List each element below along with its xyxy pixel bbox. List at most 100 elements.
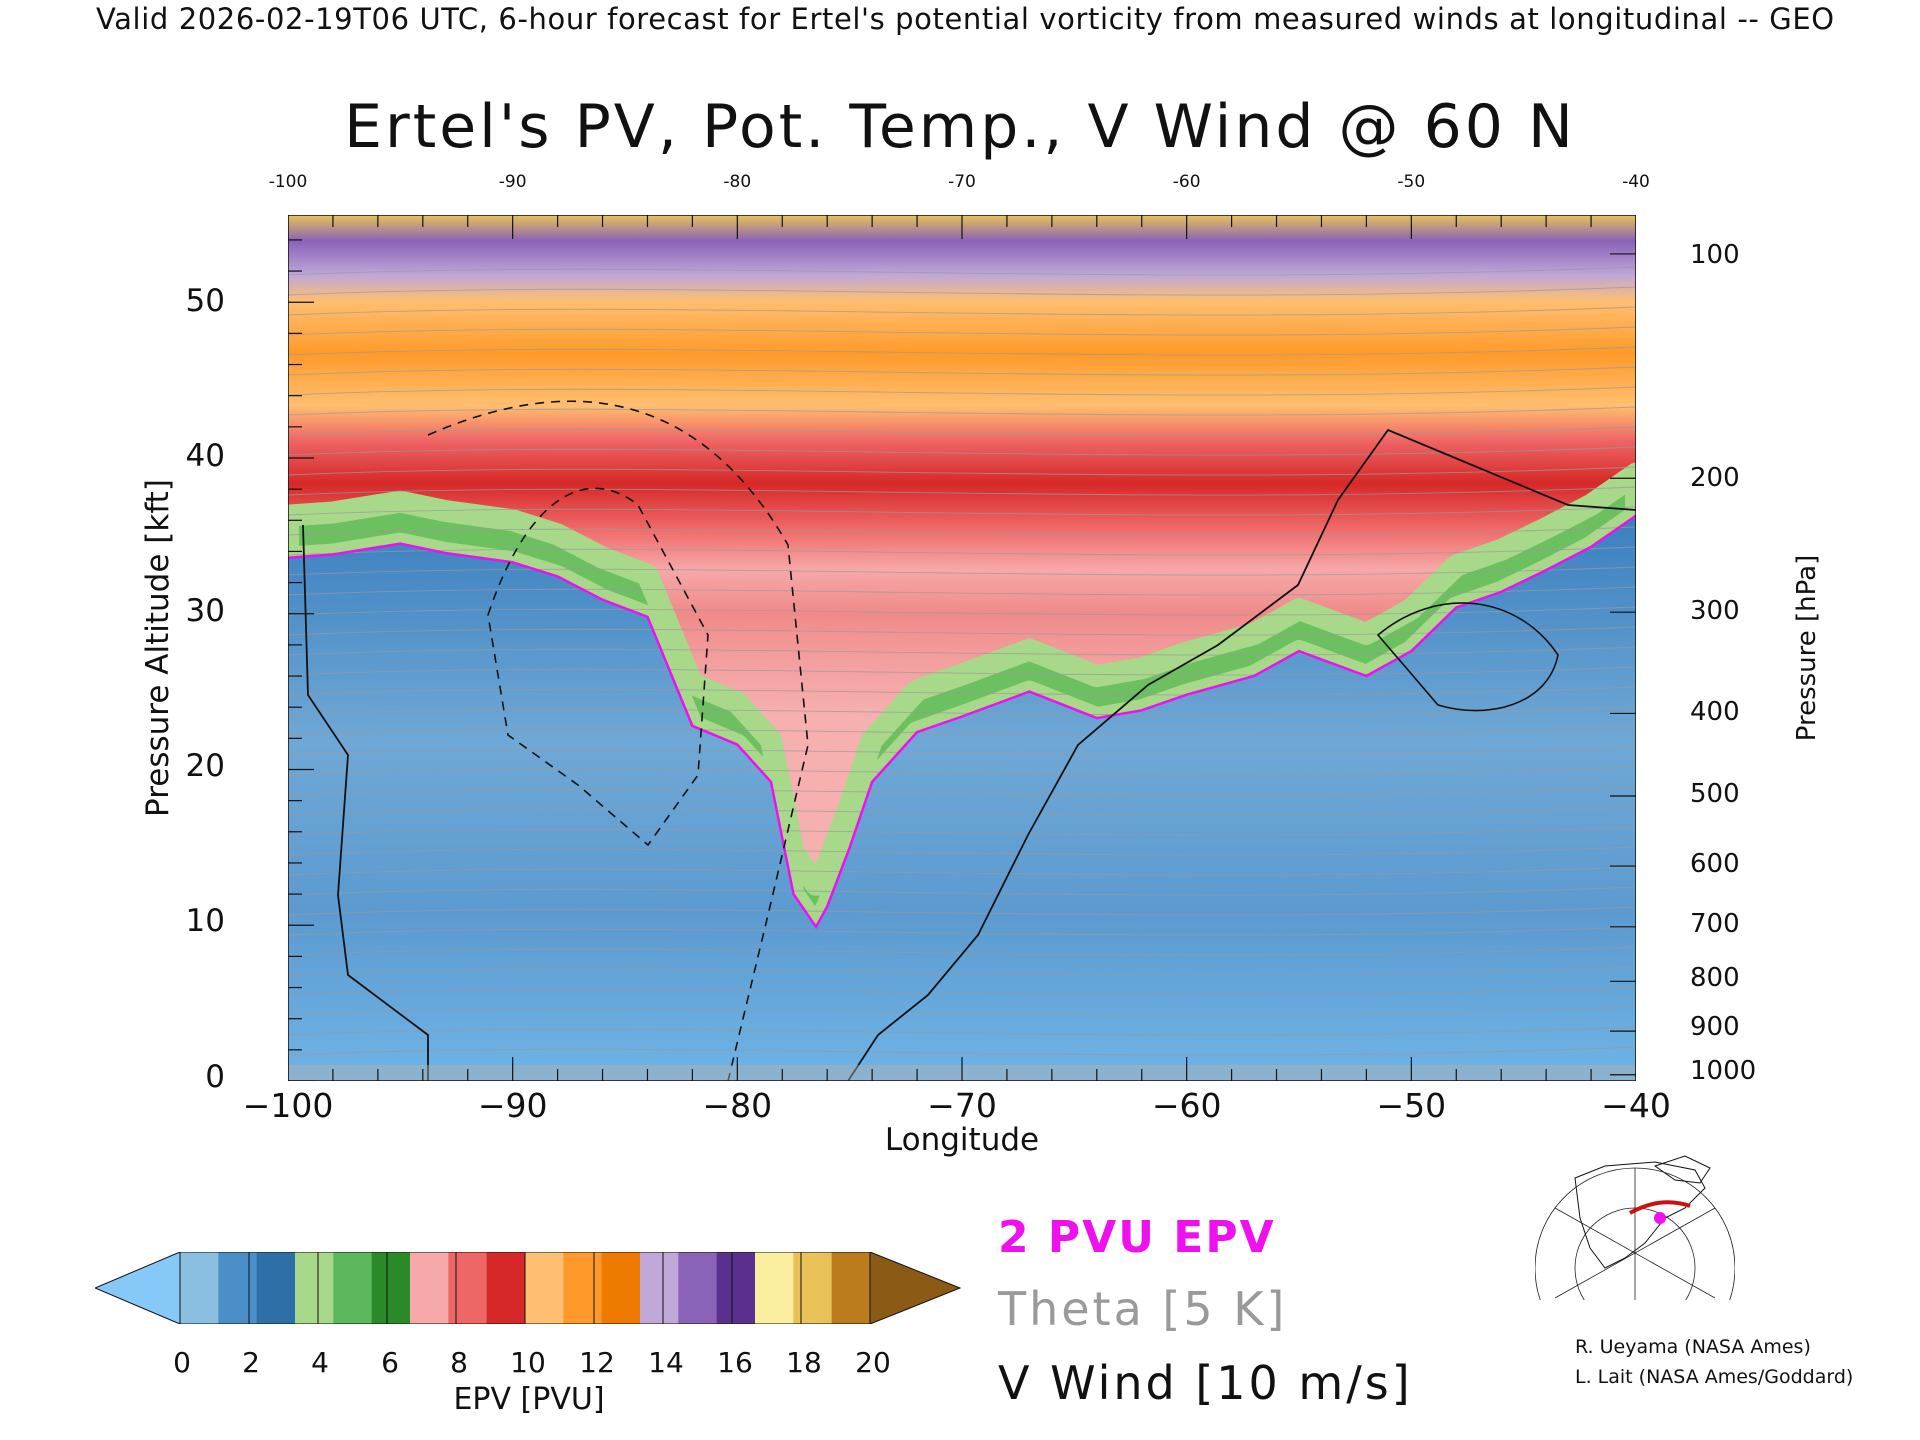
top-tick-label: -100: [268, 172, 308, 192]
theta-line: [288, 786, 1636, 796]
theta-line: [288, 426, 1636, 436]
theta-line: [288, 826, 1636, 836]
header-banner: Valid 2026-02-19T06 UTC, 6-hour forecast…: [96, 2, 1835, 36]
pressure-tick-label: 500: [1690, 779, 1740, 809]
theta-contours: [288, 266, 1636, 1056]
vwind-positive-contour: [1376, 602, 1559, 712]
theta-line: [288, 566, 1636, 576]
pressure-tick-label: 100: [1690, 240, 1740, 270]
pressure-tick-label: 900: [1690, 1012, 1740, 1042]
theta-line: [288, 546, 1636, 556]
theta-line: [288, 686, 1636, 696]
legend-vwind-entry: V Wind [10 m/s]: [998, 1356, 1413, 1410]
theta-line: [288, 646, 1636, 656]
y-tick-label: 40: [185, 438, 225, 474]
colorbar-segment: [218, 1252, 258, 1324]
theta-line: [288, 846, 1636, 856]
colorbar-frame: [179, 1252, 871, 1324]
top-tick-label: -90: [498, 172, 527, 192]
pressure-tick-label: 800: [1690, 963, 1740, 993]
x-tick-label: −60: [1151, 1086, 1222, 1125]
colorbar-segment: [410, 1252, 449, 1324]
pressure-tick-label: 400: [1690, 697, 1740, 727]
theta-line: [288, 666, 1636, 676]
colorbar-segment: [563, 1252, 603, 1324]
theta-line: [288, 326, 1636, 336]
colorbar-segment: [793, 1252, 833, 1324]
x-tick-label: −100: [242, 1086, 334, 1125]
x-tick-label: −50: [1376, 1086, 1447, 1125]
colorbar-tick-label: 0: [173, 1346, 191, 1379]
theta-line: [288, 1006, 1636, 1016]
theta-line: [288, 866, 1636, 876]
colorbar-segment: [180, 1252, 219, 1324]
credit-line: R. Ueyama (NASA Ames): [1575, 1336, 1811, 1358]
theta-line: [288, 746, 1636, 756]
top-tick-label: -60: [1172, 172, 1201, 192]
top-tick-label: -50: [1397, 172, 1426, 192]
theta-line: [288, 386, 1636, 396]
colorbar-segment: [640, 1252, 679, 1324]
legend-theta-entry: Theta [5 K]: [998, 1282, 1288, 1336]
colorbar-segment: [333, 1252, 373, 1324]
legend-pvu-entry: 2 PVU EPV: [998, 1212, 1276, 1263]
colorbar-label: EPV [PVU]: [453, 1382, 605, 1417]
pressure-tick-label: 700: [1690, 909, 1740, 939]
y-axis-label: Pressure Altitude [kft]: [140, 479, 176, 817]
colorbar-segment: [831, 1252, 871, 1324]
credit-line: L. Lait (NASA Ames/Goddard): [1575, 1366, 1854, 1388]
theta-line: [288, 346, 1636, 356]
theta-line: [288, 506, 1636, 516]
colorbar-segment: [371, 1252, 411, 1324]
chart-plot-area: [288, 215, 1636, 1081]
top-tick-label: -40: [1622, 172, 1650, 192]
colorbar-segments: [180, 1252, 871, 1324]
theta-line: [288, 486, 1636, 496]
colorbar-tick-label: 14: [648, 1346, 684, 1379]
theta-line: [288, 1026, 1636, 1036]
pressure-tick-label: 600: [1690, 849, 1740, 879]
colorbar-dividers: [179, 1252, 871, 1324]
vwind-negative-contour-inner: [487, 487, 709, 847]
theta-line: [288, 406, 1636, 416]
theta-line: [288, 366, 1636, 376]
colorbar-segment: [601, 1252, 641, 1324]
colorbar-segment: [256, 1252, 296, 1324]
vwind-contour-ten: [847, 428, 1636, 1081]
colorbar-segment: [525, 1252, 564, 1324]
y-tick-label: 0: [205, 1059, 225, 1095]
colorbar-segment: [755, 1252, 794, 1324]
colorbar-under-triangle: [95, 1252, 181, 1324]
x-tick-label: −40: [1601, 1086, 1671, 1125]
pressure-tick-label: 1000: [1690, 1056, 1757, 1086]
colorbar-over-triangle: [869, 1252, 962, 1324]
theta-line: [288, 626, 1636, 636]
theta-line: [288, 586, 1636, 596]
theta-line: [288, 766, 1636, 776]
2pvu-contour: [288, 514, 1636, 930]
theta-line: [288, 906, 1636, 916]
colorbar-tick-label: 18: [786, 1346, 822, 1379]
colorbar-tick-label: 10: [510, 1346, 546, 1379]
axis-tick-marks: [288, 215, 1636, 1081]
theta-line: [288, 606, 1636, 616]
colorbar-tick-label: 4: [311, 1346, 329, 1379]
top-tick-label: -70: [948, 172, 976, 192]
colorbar-tick-label: 16: [717, 1346, 753, 1379]
y-tick-label: 50: [185, 283, 225, 319]
pressure-axis-label: Pressure [hPa]: [1792, 554, 1822, 742]
x-axis-label: Longitude: [884, 1122, 1040, 1158]
colorbar-tick-label: 20: [855, 1346, 891, 1379]
x-tick-label: −80: [702, 1086, 773, 1125]
colorbar-tick-label: 8: [450, 1346, 468, 1379]
top-tick-label: -80: [723, 172, 752, 192]
theta-line: [288, 926, 1636, 936]
colorbar-tick-label: 6: [381, 1346, 399, 1379]
theta-line: [288, 306, 1636, 316]
pressure-tick-label: 300: [1690, 596, 1740, 626]
theta-line: [288, 526, 1636, 536]
theta-line: [288, 286, 1636, 296]
x-tick-label: −90: [477, 1086, 548, 1125]
theta-line: [288, 806, 1636, 816]
colorbar: [95, 1252, 962, 1324]
